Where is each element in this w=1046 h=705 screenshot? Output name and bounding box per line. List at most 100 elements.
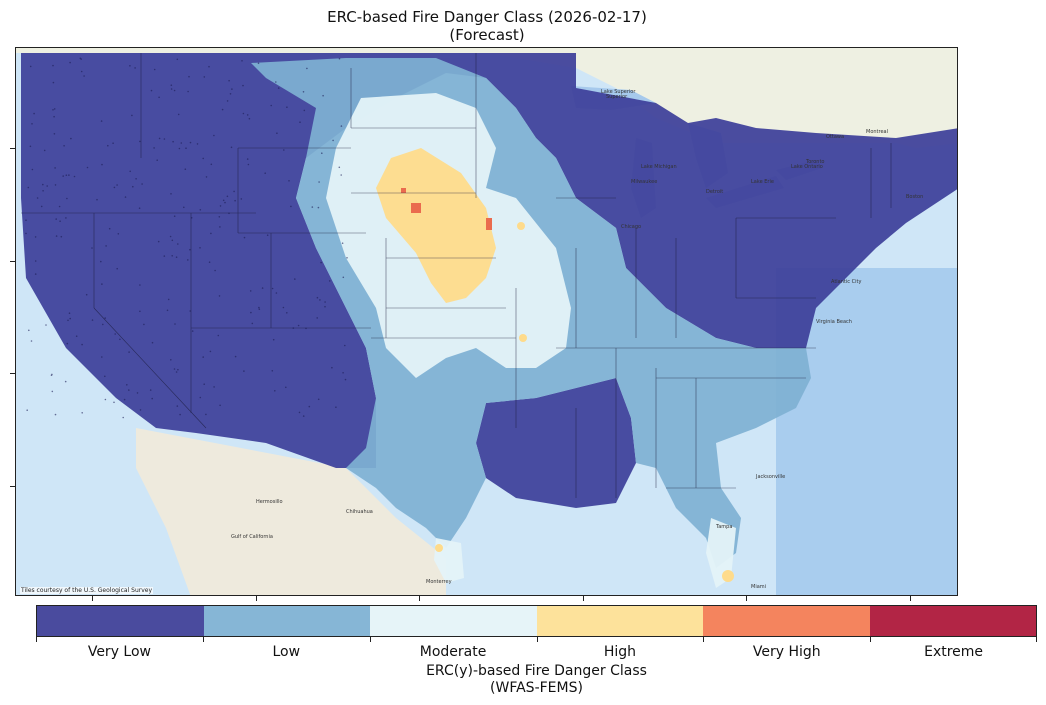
colorbar-segment xyxy=(703,606,870,636)
texture-dot xyxy=(251,322,254,325)
very-high-patch xyxy=(486,218,492,230)
texture-dot xyxy=(52,81,55,84)
colorbar-tick xyxy=(369,637,371,642)
y-tick xyxy=(10,261,15,262)
texture-dot xyxy=(46,185,48,187)
texture-dot xyxy=(318,181,320,183)
texture-dot xyxy=(319,299,321,301)
texture-dot xyxy=(199,247,201,249)
texture-dot xyxy=(316,317,319,319)
texture-dot xyxy=(45,324,47,326)
texture-dot xyxy=(156,159,158,161)
texture-dot xyxy=(105,245,107,247)
texture-dot xyxy=(73,175,76,178)
texture-dot xyxy=(229,93,232,95)
colorbar-segment xyxy=(203,606,370,636)
texture-dot xyxy=(50,374,53,377)
place-labels: Superior Milwaukee Chicago Detroit Toronto Ot… xyxy=(231,89,923,590)
place-label: Ottawa xyxy=(826,134,844,140)
texture-dot xyxy=(226,100,229,102)
colorbar-label: Very High xyxy=(752,644,821,660)
texture-dot xyxy=(122,416,124,419)
texture-dot xyxy=(170,84,173,86)
texture-dot xyxy=(100,120,103,122)
texture-dot xyxy=(52,64,54,67)
colorbar-label: Very Low xyxy=(87,644,151,660)
texture-dot xyxy=(80,70,83,73)
x-tick xyxy=(583,596,584,601)
place-label: Lake Erie xyxy=(751,179,774,185)
texture-dot xyxy=(199,396,202,399)
texture-dot xyxy=(257,62,260,65)
texture-dot xyxy=(180,142,183,144)
texture-dot xyxy=(128,351,130,353)
texture-dot xyxy=(55,235,58,237)
texture-dot xyxy=(242,84,244,87)
texture-dot xyxy=(129,65,131,67)
texture-dot xyxy=(218,216,221,218)
texture-dot xyxy=(104,375,106,378)
place-label: Toronto xyxy=(805,159,824,165)
texture-dot xyxy=(338,57,341,60)
texture-dot xyxy=(63,145,65,147)
place-label: Lake Michigan xyxy=(641,164,677,170)
texture-dot xyxy=(202,356,204,358)
texture-dot xyxy=(324,301,326,303)
texture-dot xyxy=(36,197,39,199)
texture-dot xyxy=(138,207,141,209)
texture-dot xyxy=(25,232,27,235)
very-high-patch xyxy=(401,188,406,193)
texture-dot xyxy=(85,293,88,296)
fire-danger-map[interactable]: Superior Milwaukee Chicago Detroit Toronto Ot… xyxy=(15,47,958,596)
place-label: Milwaukee xyxy=(631,179,657,185)
colorbar-tick xyxy=(202,637,204,642)
texture-dot xyxy=(26,409,28,412)
texture-dot xyxy=(308,405,311,408)
texture-dot xyxy=(149,389,152,391)
texture-dot xyxy=(177,113,180,116)
texture-dot xyxy=(170,193,172,195)
texture-dot xyxy=(226,195,229,198)
texture-dot xyxy=(320,261,322,264)
texture-dot xyxy=(25,219,27,221)
texture-dot xyxy=(317,206,320,209)
texture-dot xyxy=(52,109,54,111)
place-label: Gulf of California xyxy=(231,534,273,540)
texture-dot xyxy=(43,149,46,152)
place-label: Atlantic City xyxy=(831,279,861,285)
dot-texture xyxy=(25,57,348,419)
x-tick xyxy=(92,596,93,601)
texture-dot xyxy=(27,186,30,189)
texture-dot xyxy=(342,372,344,374)
texture-dot xyxy=(29,65,32,68)
texture-dot xyxy=(170,359,172,361)
texture-dot xyxy=(139,284,141,286)
texture-dot xyxy=(113,186,116,189)
texture-dot xyxy=(264,172,266,174)
texture-dot xyxy=(332,139,334,142)
texture-dot xyxy=(218,295,221,297)
texture-dot xyxy=(213,134,215,137)
texture-dot xyxy=(202,157,204,160)
texture-dot xyxy=(81,343,83,346)
texture-dot xyxy=(228,212,230,215)
texture-dot xyxy=(158,137,161,140)
texture-dot xyxy=(294,278,296,280)
colorbar-tick xyxy=(1036,637,1037,642)
texture-dot xyxy=(173,89,176,92)
texture-dot xyxy=(189,248,191,251)
texture-dot xyxy=(112,142,114,144)
texture-dot xyxy=(344,378,347,381)
texture-dot xyxy=(171,239,174,242)
texture-dot xyxy=(189,141,192,144)
colorbar-label: Extreme xyxy=(924,644,984,660)
y-tick xyxy=(10,486,15,487)
texture-dot xyxy=(221,108,224,111)
texture-dot xyxy=(196,143,199,145)
texture-dot xyxy=(34,273,37,275)
texture-dot xyxy=(132,185,134,188)
place-label: Chicago xyxy=(621,224,641,230)
texture-dot xyxy=(233,190,235,193)
colorbar-subtitle: (WFAS-FEMS) xyxy=(490,680,583,696)
texture-dot xyxy=(316,296,319,299)
